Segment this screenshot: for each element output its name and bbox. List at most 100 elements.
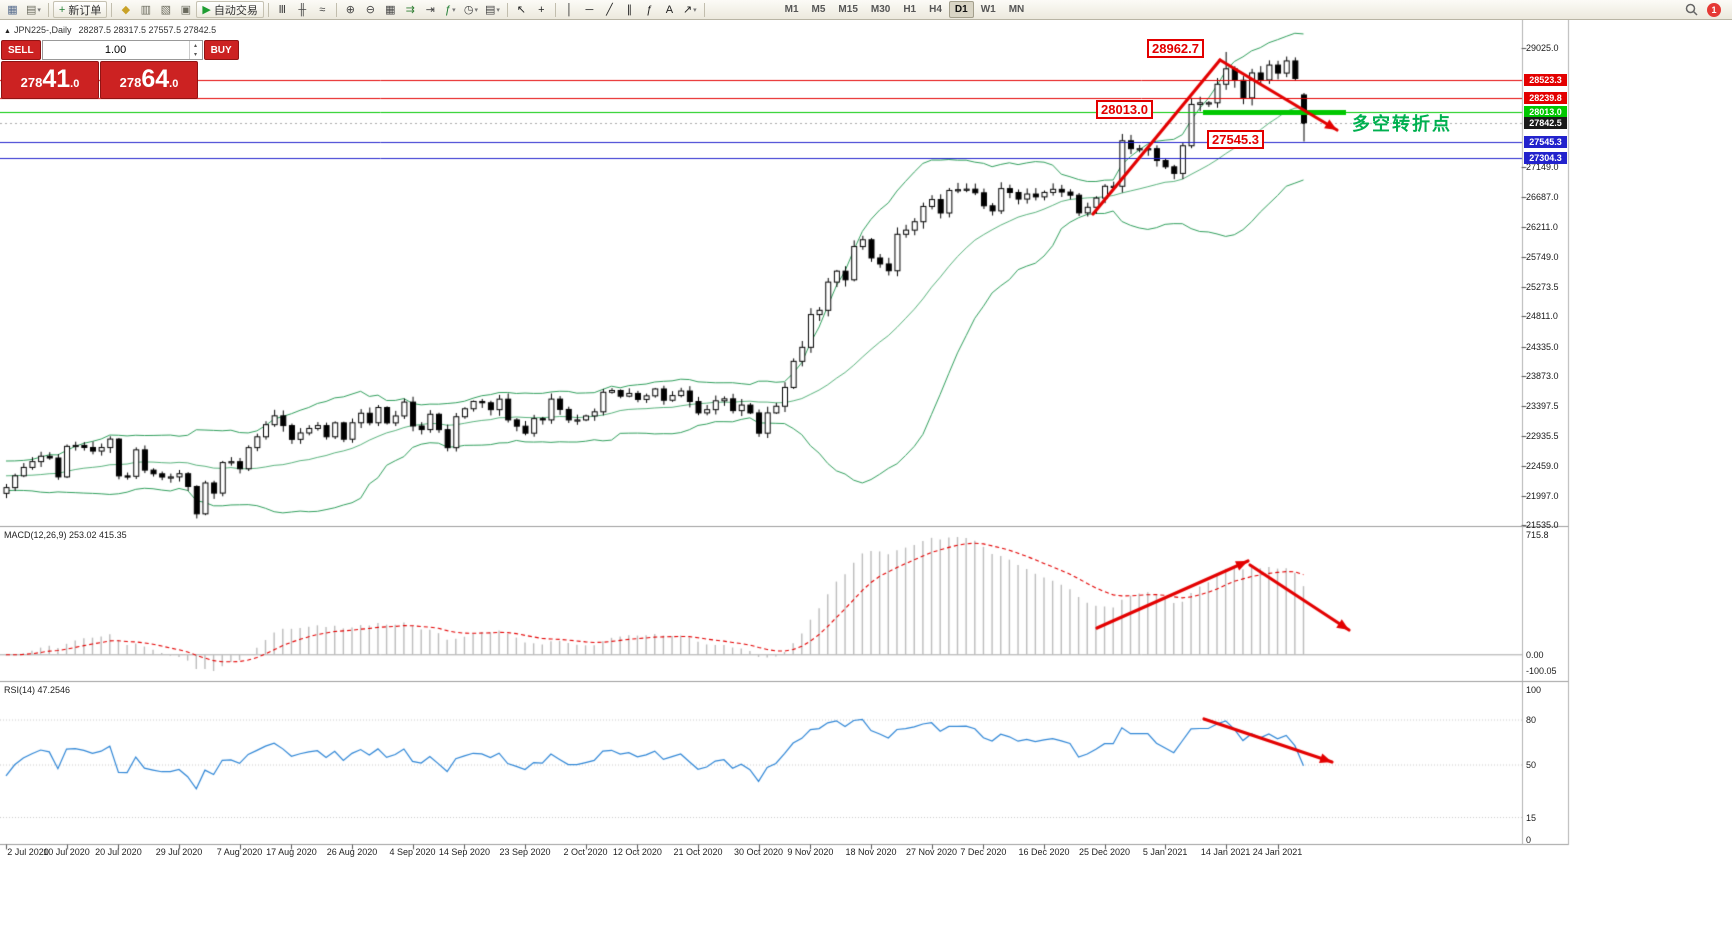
sell-price-prefix: 278 [20,75,43,90]
ohlc-values: 28287.5 28317.5 27557.5 27842.5 [78,25,217,35]
zoom-in-icon: ⊕ [345,4,355,16]
templates-icon[interactable]: ▤ ▾ [482,1,503,18]
timeframe-m15[interactable]: M15 [838,4,858,15]
chart-shift-icon: ⇥ [425,4,435,16]
timeframe-w1[interactable]: W1 [980,4,996,15]
metaeditor-icon: ◆ [121,4,131,16]
crosshair-icon[interactable]: + [532,1,551,18]
volume-input[interactable] [42,41,189,59]
toolbar-separator [703,2,705,17]
volume-decrease-button[interactable]: ▾ [194,52,198,58]
dropdown-caret-icon: ▾ [496,6,500,14]
equidistant-channel-icon[interactable]: ∥ [620,1,639,18]
navigator-icon[interactable]: ▧ [156,1,175,18]
navigator-icon: ▧ [160,4,172,16]
tile-windows-icon: ▦ [385,4,396,16]
profiles-icon: ▤ [26,4,37,16]
trendline-icon[interactable]: ╱ [600,1,619,18]
new-chart-icon[interactable]: ▦ [3,1,22,18]
sell-price-big: 41 [42,65,71,93]
toolbar-separator [47,2,49,17]
volume-control: ▴ ▾ [41,40,203,60]
sell-price[interactable]: 278 41.0 [1,61,99,99]
candlestick-chart-icon[interactable]: ╫ [293,1,312,18]
search-button[interactable] [1682,1,1701,18]
price-scale[interactable] [1522,18,1568,845]
metaeditor-icon[interactable]: ◆ [116,1,135,18]
time-axis[interactable] [0,845,1568,859]
sell-button[interactable]: SELL [1,40,41,60]
zoom-in-icon[interactable]: ⊕ [341,1,360,18]
timeframe-m5[interactable]: M5 [811,4,826,15]
market-watch-icon[interactable]: ▥ [136,1,155,18]
chart-title: ▲ JPN225-,Daily 28287.5 28317.5 27557.5 27… [4,25,216,35]
horizontal-line-icon[interactable]: ─ [580,1,599,18]
cursor-icon: ↖ [516,4,526,16]
periods-icon[interactable]: ◷ ▾ [461,1,481,18]
new-chart-icon: ▦ [7,4,18,16]
buy-price-suffix: .0 [169,78,179,90]
dropdown-caret-icon: ▾ [37,6,41,14]
timeframe-d1[interactable]: D1 [948,1,974,18]
buy-price[interactable]: 278 64.0 [100,61,198,99]
search-icon [1685,3,1698,16]
new-order-button-label: 新订单 [68,4,102,17]
crosshair-icon: + [538,3,545,16]
new-order-button[interactable]: + 新订单 [52,1,108,18]
timeframe-m30[interactable]: M30 [870,4,891,15]
fibonacci-icon[interactable]: ƒ [640,1,659,18]
dropdown-caret-icon: ▾ [452,6,456,14]
cursor-icon[interactable]: ↖ [512,1,531,18]
line-chart-icon: ≈ [319,3,326,16]
trendline-icon: ╱ [606,4,613,16]
collapse-panel-icon[interactable]: ▲ [4,28,11,35]
volume-increase-button[interactable]: ▴ [194,43,198,49]
bar-chart-icon[interactable]: Ⅲ [273,1,292,18]
horizontal-line-icon: ─ [585,3,594,16]
buy-price-big: 64 [141,65,170,93]
indicators-icon: ƒ [445,3,452,16]
autotrading-icon: ▶ [202,4,211,16]
timeframe-m1[interactable]: M1 [784,4,799,15]
terminal-icon: ▣ [180,4,192,16]
timeframe-h4[interactable]: H4 [929,4,942,15]
toolbar-separator [335,2,337,17]
text-label-icon: A [665,3,674,16]
profiles-icon[interactable]: ▤ ▾ [23,1,44,18]
notifications-badge[interactable]: 1 [1707,2,1721,17]
candlestick-chart-icon: ╫ [298,3,307,16]
arrows-icon: ↗ [682,4,693,16]
arrows-icon[interactable]: ↗ ▾ [680,1,700,18]
main-toolbar: ▦ ▤ ▾ + 新订单 ◆ ▥ ▧ ▣ ▶ 自动交易 Ⅲ ╫ ≈ ⊕ ⊖ ▦ ⇉ ⇥ ƒ ▾ ◷ ▾ ▤ ▾ ↖ + │ ─ ╱ ∥ ƒ A ↗ ▾… [0,0,1732,20]
terminal-icon[interactable]: ▣ [176,1,195,18]
chart-shift-icon[interactable]: ⇥ [421,1,440,18]
indicators-icon[interactable]: ƒ ▾ [441,1,460,18]
vertical-line-icon: │ [565,3,573,16]
rsi-indicator-label: RSI(14) 47.2546 [4,685,71,695]
text-label-icon[interactable]: A [660,1,679,18]
timeframe-mn[interactable]: MN [1008,4,1025,15]
zoom-out-icon[interactable]: ⊖ [361,1,380,18]
zoom-out-icon: ⊖ [365,4,375,16]
buy-price-prefix: 278 [119,75,142,90]
vertical-line-icon[interactable]: │ [560,1,579,18]
templates-icon: ▤ [484,4,496,16]
new-order-icon: + [58,3,66,16]
symbol-period-label: JPN225-,Daily [13,25,72,35]
market-watch-icon: ▥ [140,4,152,16]
buy-button[interactable]: BUY [203,40,239,60]
timeframe-h1[interactable]: H1 [903,4,917,15]
sell-price-suffix: .0 [70,78,80,90]
toolbar-separator [554,2,556,17]
line-chart-icon[interactable]: ≈ [313,1,332,18]
panel-separator[interactable] [0,679,1522,684]
tile-windows-icon[interactable]: ▦ [381,1,400,18]
periods-icon: ◷ [463,4,474,16]
autotrading-button[interactable]: ▶ 自动交易 [196,1,264,18]
toolbar-separator [267,2,269,17]
panel-separator[interactable] [0,524,1522,529]
auto-scroll-icon[interactable]: ⇉ [401,1,420,18]
